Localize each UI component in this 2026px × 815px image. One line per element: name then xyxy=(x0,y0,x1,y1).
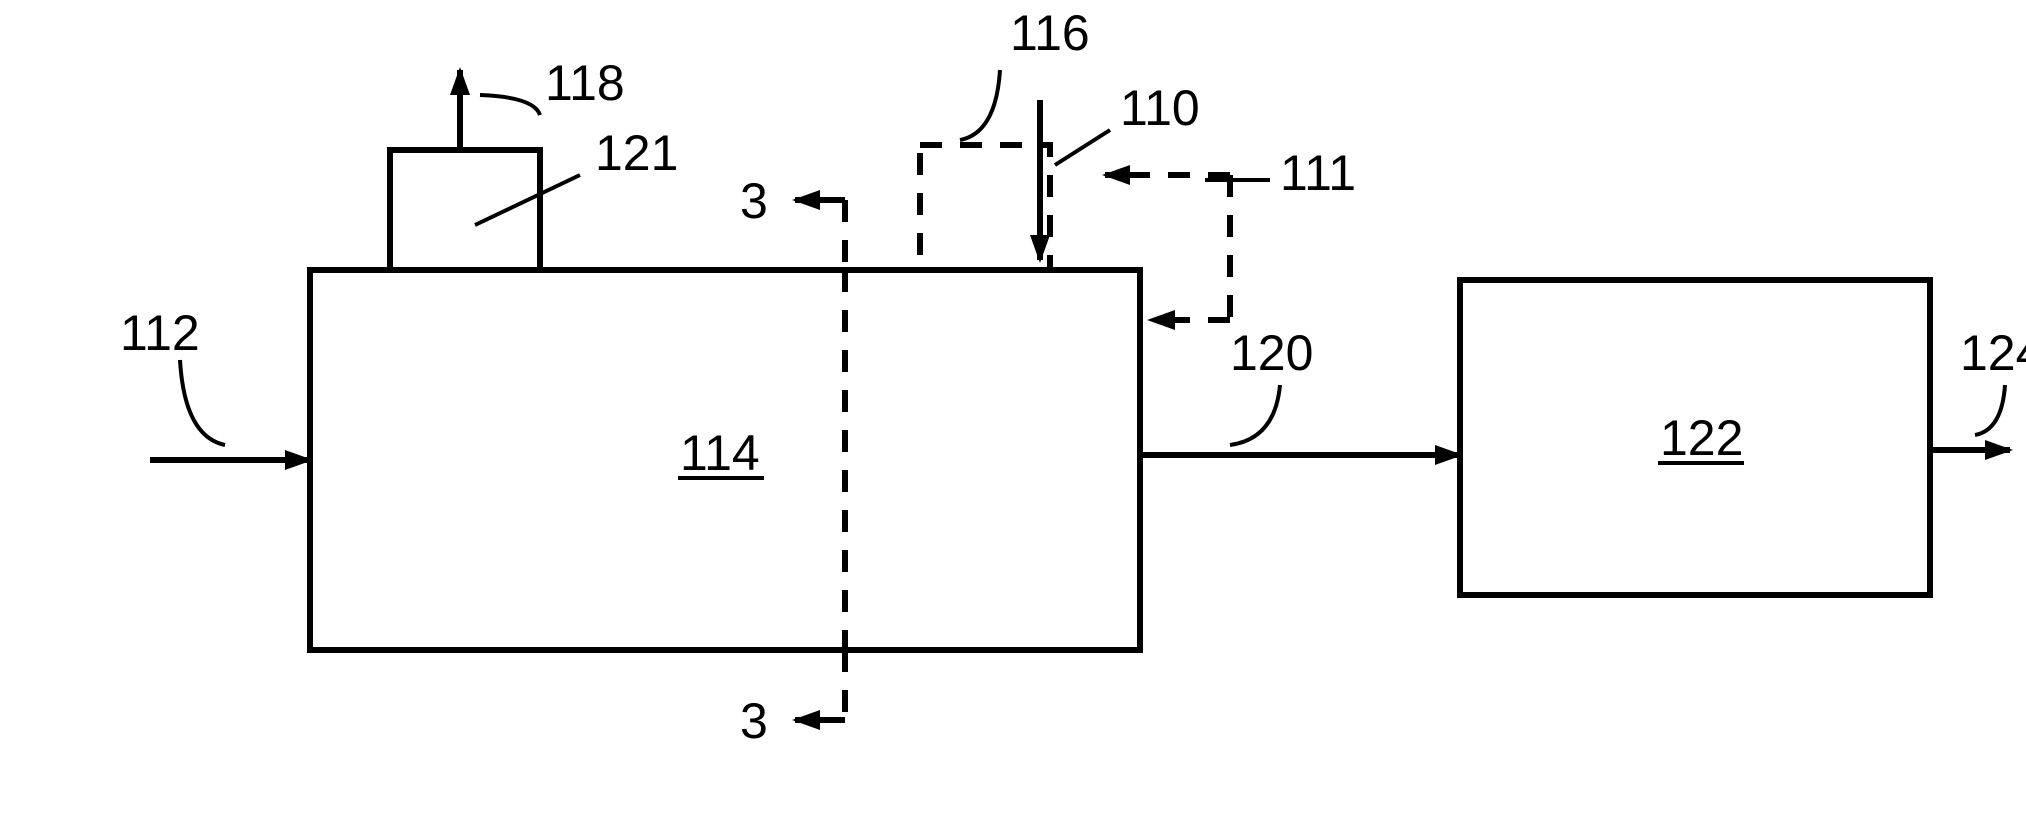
block-label: 114 xyxy=(680,425,760,481)
ref-label: 118 xyxy=(545,55,625,111)
leader xyxy=(960,70,1000,140)
block xyxy=(390,150,540,270)
ref-label: 116 xyxy=(1010,5,1090,61)
leader xyxy=(1230,385,1280,445)
ref-label: 124 xyxy=(1960,325,2026,381)
ref-label: 112 xyxy=(120,305,200,361)
section-label: 3 xyxy=(740,693,768,749)
block xyxy=(920,145,1050,270)
leader xyxy=(475,175,580,225)
ref-label: 110 xyxy=(1120,80,1200,136)
ref-label: 111 xyxy=(1280,145,1356,201)
section-label: 3 xyxy=(740,173,768,229)
leader xyxy=(1975,385,2005,435)
leader xyxy=(180,360,225,445)
leader xyxy=(1055,130,1110,165)
ref-label: 120 xyxy=(1230,325,1313,381)
block-label: 122 xyxy=(1660,410,1743,466)
block-diagram: 114 122 3 3 112 118 121 116 110 111 120 124 xyxy=(0,0,2026,810)
ref-label: 121 xyxy=(595,125,678,181)
leader xyxy=(480,95,540,115)
